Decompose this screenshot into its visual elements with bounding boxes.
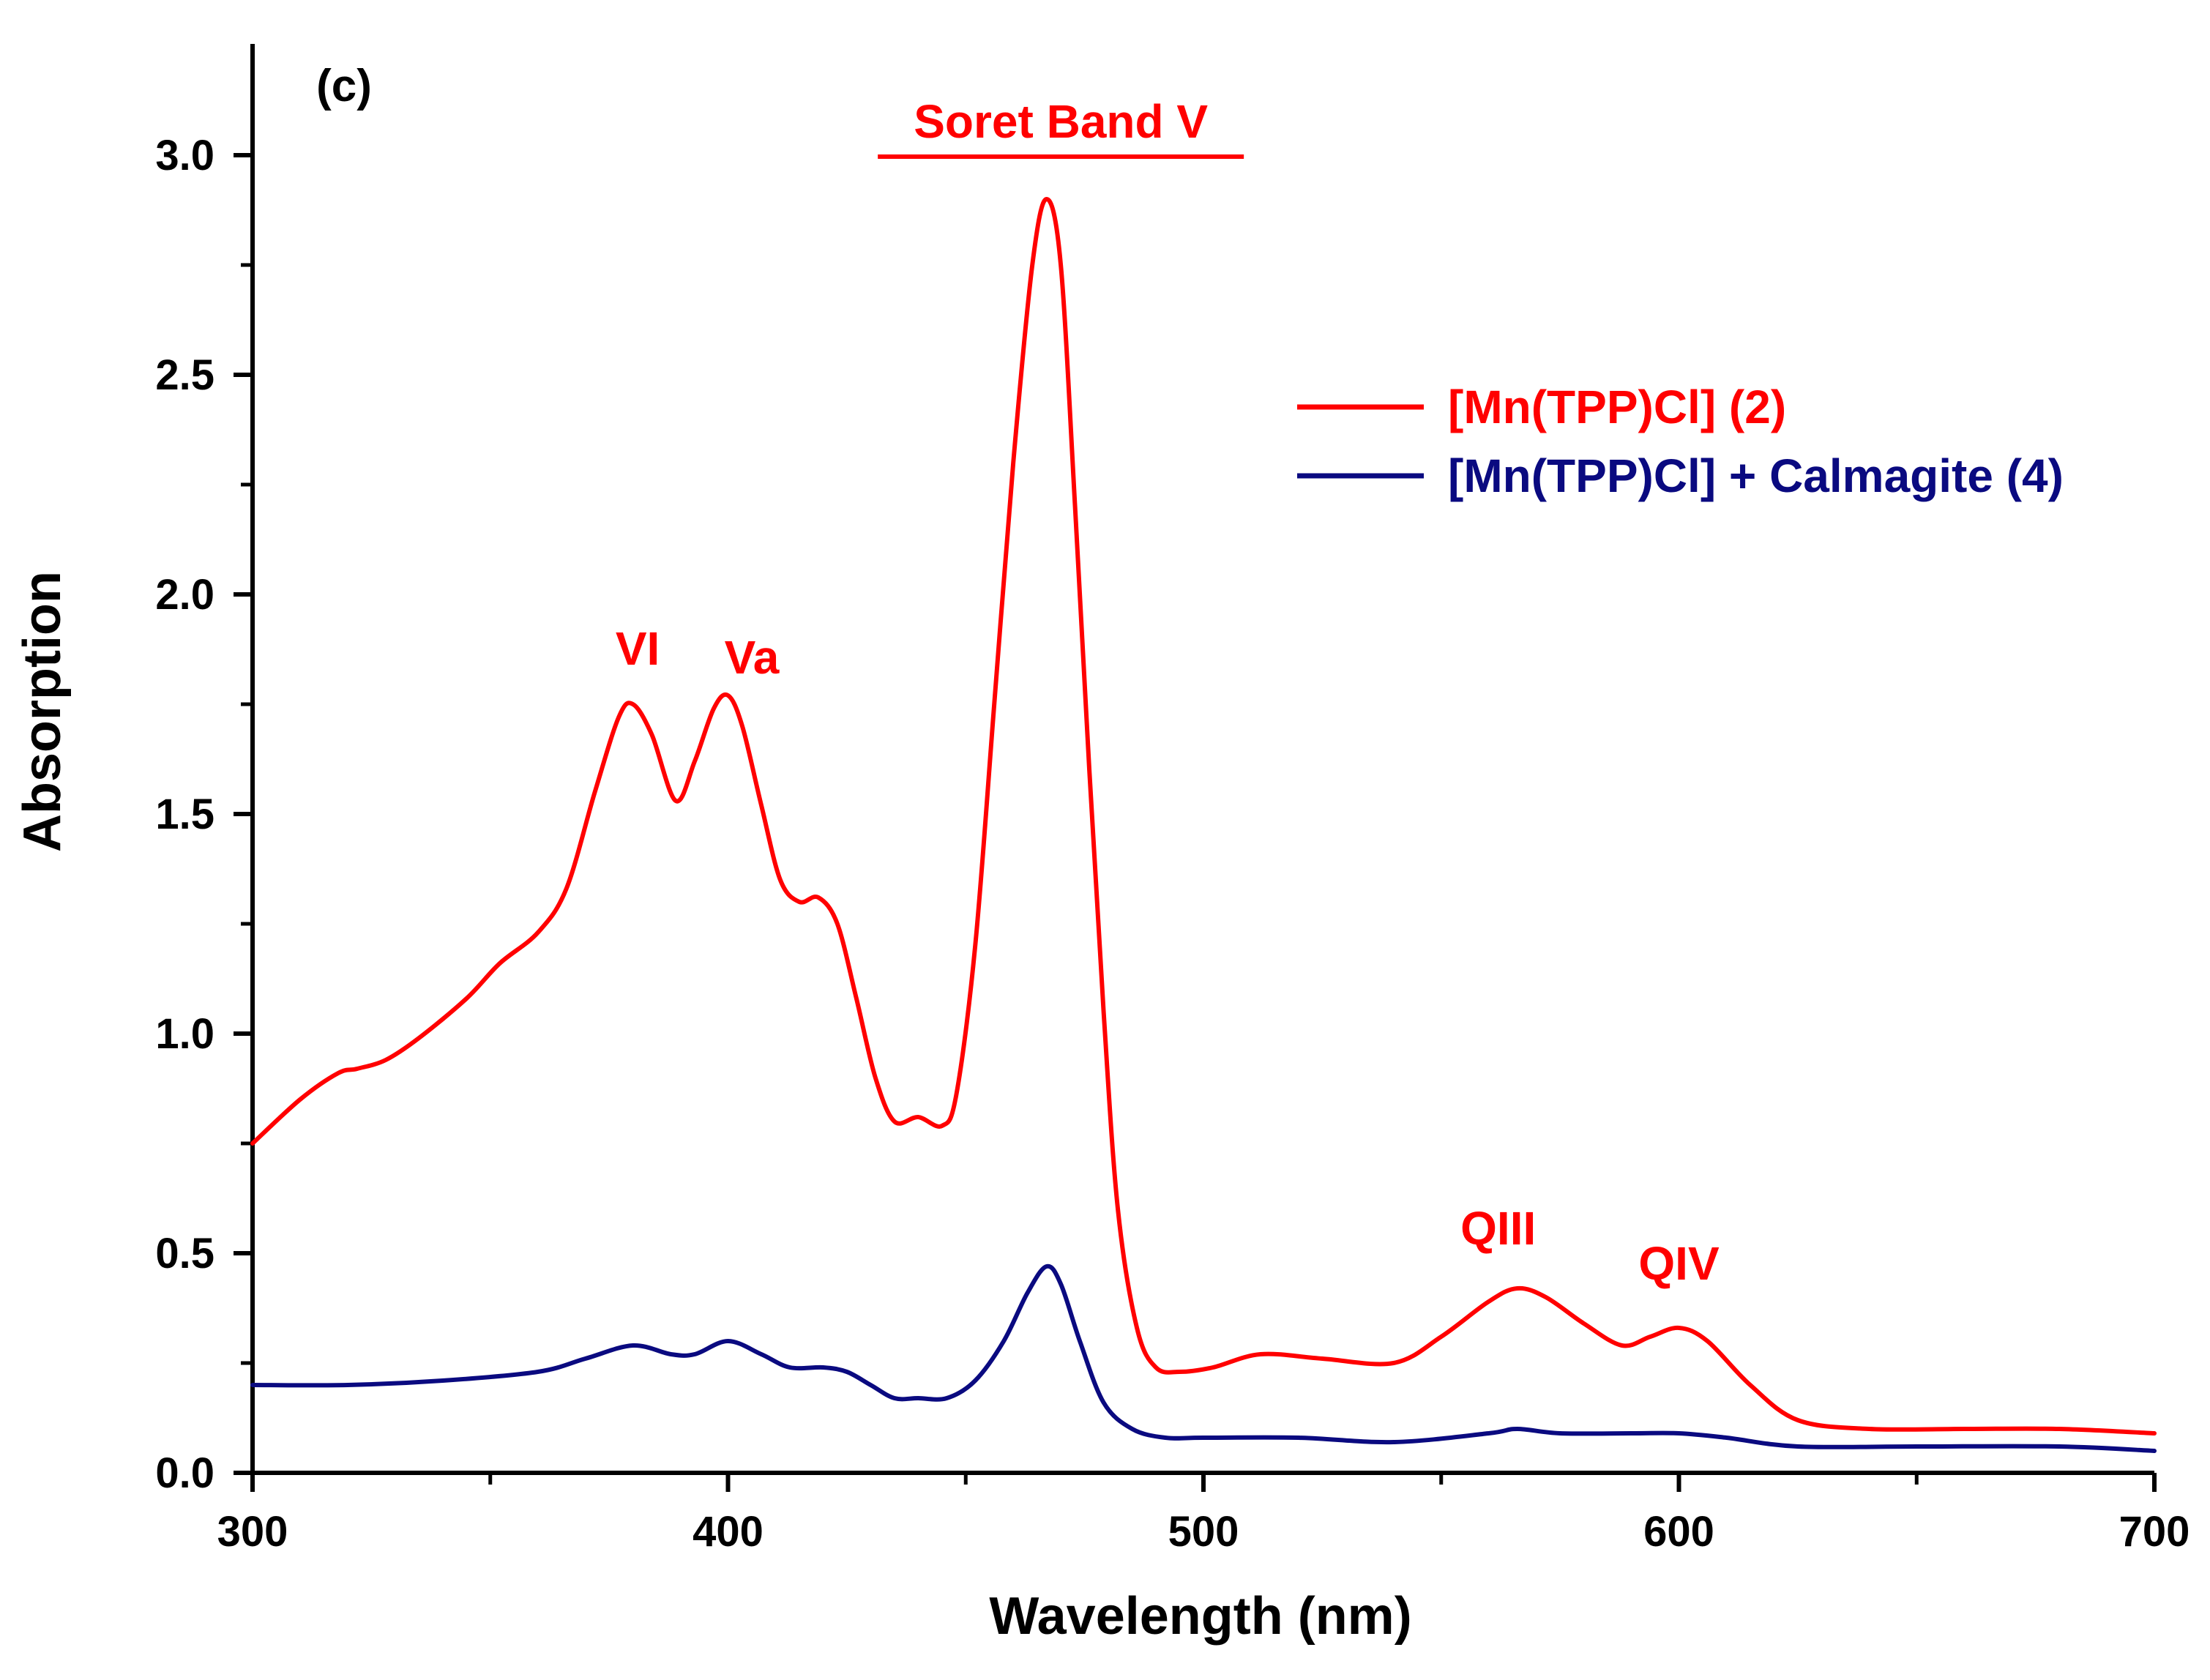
y-tick-label: 1.0 [155, 1010, 214, 1058]
x-tick-label: 500 [1168, 1508, 1239, 1556]
axes [250, 44, 2154, 1475]
peak-label: Soret Band V [914, 95, 1208, 148]
peak-label: QIV [1638, 1237, 1720, 1290]
x-tick-label: 300 [217, 1508, 288, 1556]
y-tick-label: 3.0 [155, 132, 214, 179]
x-axis-title: Wavelength (nm) [989, 1587, 1411, 1646]
series-line-mn-tpp-cl-calmagite [250, 1263, 2157, 1453]
legend-label: [Mn(TPP)Cl] (2) [1448, 381, 1786, 433]
x-tick-label: 600 [1643, 1508, 1714, 1556]
y-tick-label: 2.0 [155, 571, 214, 619]
peak-annotations: Soret Band V VI Va QIII QIV [616, 95, 1720, 1290]
panel-label: (c) [316, 61, 372, 111]
x-tick-label: 400 [693, 1508, 764, 1556]
legend: [Mn(TPP)Cl] (2) [Mn(TPP)Cl] + Calmagite (… [1297, 381, 2064, 502]
y-tick-label: 2.5 [155, 351, 214, 399]
axis-ticks: 300 400 500 600 700 0.0 0.5 1.0 1.5 2.0 2.5 3.0 [155, 132, 2190, 1556]
y-tick-label: 1.5 [155, 791, 214, 838]
y-axis-title: Absorption [13, 571, 72, 852]
y-tick-label: 0.0 [155, 1449, 214, 1497]
y-tick-label: 0.5 [155, 1230, 214, 1277]
data-series [250, 197, 2157, 1453]
x-tick-label: 700 [2119, 1508, 2190, 1556]
peak-label: QIII [1460, 1202, 1536, 1255]
series-line-mn-tpp-cl [250, 197, 2157, 1436]
legend-label: [Mn(TPP)Cl] + Calmagite (4) [1448, 449, 2064, 502]
peak-label: VI [616, 622, 660, 675]
peak-label: Va [725, 631, 780, 684]
